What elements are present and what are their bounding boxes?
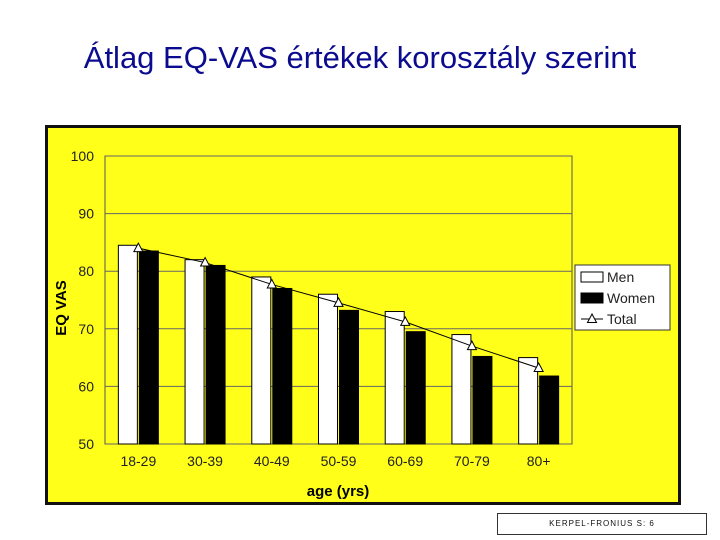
total-line	[133, 242, 544, 372]
total-marker	[533, 361, 544, 372]
legend-triangle-swatch	[586, 312, 598, 323]
bar-women	[472, 355, 493, 445]
bar-men	[518, 357, 539, 445]
x-axis-ticks: 18-29 30-39 40-49 50-59 60-69 70-79 80+	[120, 453, 550, 469]
y-tick-label: 100	[71, 148, 95, 164]
x-tick-label: 80+	[527, 453, 551, 469]
bar-women	[405, 331, 426, 445]
bar-women	[272, 287, 293, 445]
bar-men	[184, 259, 205, 445]
total-marker	[466, 340, 478, 351]
x-tick-label: 18-29	[120, 453, 156, 469]
y-tick-label: 50	[78, 436, 94, 452]
bar-women	[539, 375, 560, 445]
bar-men	[451, 334, 472, 445]
x-tick-label: 40-49	[254, 453, 290, 469]
bar-men	[251, 276, 272, 445]
total-marker	[133, 242, 144, 253]
legend-swatch	[580, 271, 604, 283]
legend: Men Women Total	[574, 264, 671, 331]
chart-panel: 50 60 70 80 90 100 18-29 30-39 40-49 50-59 60-69 7…	[45, 125, 681, 505]
legend-label: Women	[607, 290, 655, 306]
bar-men	[318, 293, 338, 445]
y-tick-label: 70	[78, 321, 94, 337]
bar-chart: 50 60 70 80 90 100 18-29 30-39 40-49 50-59 60-69 7…	[53, 148, 671, 500]
y-axis-label: EQ VAS	[53, 280, 70, 336]
x-tick-label: 30-39	[187, 453, 223, 469]
x-axis-label: age (yrs)	[307, 483, 370, 500]
slide-title: Átlag EQ-VAS értékek korosztály szerint	[83, 40, 637, 75]
y-tick-label: 80	[78, 263, 94, 279]
x-tick-label: 60-69	[387, 453, 423, 469]
x-tick-label: 50-59	[321, 453, 357, 469]
total-marker	[199, 256, 211, 267]
bar-women	[205, 264, 226, 445]
y-axis-ticks: 50 60 70 80 90 100	[71, 148, 95, 452]
bar-men	[117, 244, 138, 445]
legend-label: Total	[607, 311, 637, 327]
total-marker	[266, 278, 278, 289]
x-tick-label: 70-79	[454, 453, 490, 469]
total-marker	[333, 296, 344, 307]
footer-credit: KERPEL-FRONIUS S: 6	[497, 513, 707, 535]
y-tick-label: 60	[78, 378, 94, 394]
bar-women	[339, 309, 359, 445]
bar-men	[384, 311, 405, 445]
bar-women	[138, 250, 159, 445]
legend-swatch	[580, 292, 604, 304]
gridlines	[104, 155, 573, 445]
bars	[117, 244, 560, 445]
y-tick-label: 90	[78, 206, 94, 222]
total-marker	[399, 315, 411, 326]
legend-label: Men	[607, 269, 634, 285]
